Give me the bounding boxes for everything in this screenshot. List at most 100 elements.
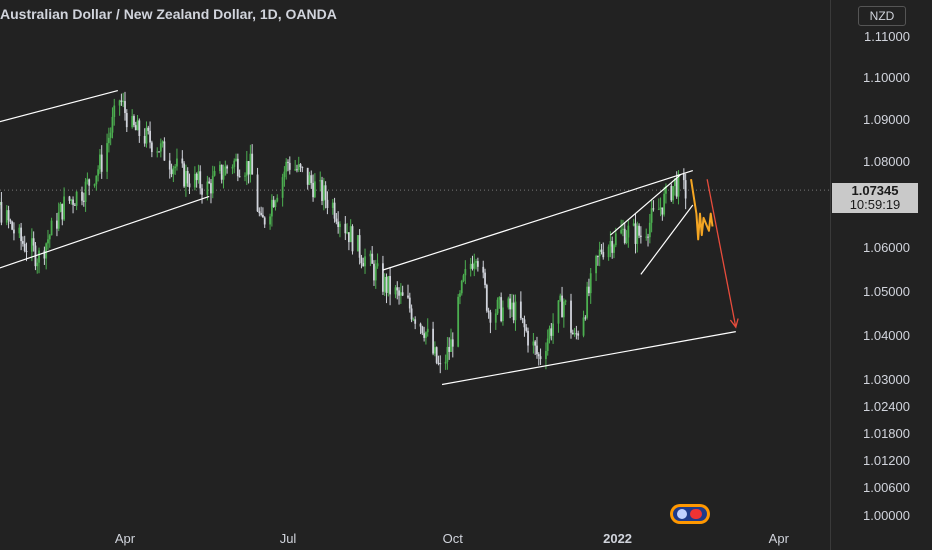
candle-body [269, 216, 271, 225]
time-tick-label: Jul [280, 531, 297, 546]
candle-body [270, 199, 273, 217]
candle-body [432, 328, 434, 354]
candle-body [625, 237, 628, 243]
candle-body [249, 153, 252, 175]
candle-body [496, 299, 499, 314]
candle-body [589, 273, 592, 294]
candle-body [283, 171, 286, 178]
candle-body [38, 250, 40, 263]
candle-body [124, 101, 126, 114]
candle-body [0, 201, 3, 223]
chart-title: Australian Dollar / New Zealand Dollar, … [0, 6, 337, 22]
candle-body [358, 235, 361, 258]
price-tick-label: 1.04000 [863, 328, 910, 343]
currency-button[interactable]: NZD [858, 6, 906, 26]
candle-body [75, 191, 78, 206]
candle-body [88, 179, 91, 186]
candle-body [539, 356, 542, 360]
price-axis[interactable] [830, 0, 932, 550]
candle-body [564, 300, 567, 302]
candle-body [519, 301, 522, 319]
candle-body [394, 287, 397, 295]
candle-body [70, 199, 73, 201]
candle-body [106, 143, 108, 172]
candle-body [72, 199, 74, 205]
candle-body [313, 181, 316, 198]
candle-body [125, 113, 128, 128]
time-tick-label: 2022 [603, 531, 632, 546]
bar-countdown: 10:59:19 [849, 197, 901, 212]
candle-body [602, 251, 605, 258]
candle-body [373, 263, 375, 281]
candle-body [258, 211, 261, 214]
candle-body [36, 262, 39, 267]
candle-body [0, 201, 1, 206]
candle-body [596, 256, 599, 258]
candle-body [43, 250, 46, 259]
candle-body [410, 308, 413, 320]
candle-body [274, 201, 277, 207]
candle-body [45, 243, 48, 259]
candle-body [426, 328, 429, 333]
candle-body [674, 178, 676, 187]
price-tick-label: 1.11000 [864, 29, 910, 44]
candle-body [222, 175, 225, 180]
candle-body [256, 174, 259, 212]
candle-body [489, 312, 492, 323]
candle-body [369, 253, 372, 257]
candle-body [251, 153, 254, 175]
candle-body [571, 332, 574, 335]
candle-body [459, 293, 461, 297]
candle-body [93, 184, 96, 186]
candle-body [557, 300, 560, 324]
price-tick-label: 1.08000 [863, 154, 910, 169]
candle-body [122, 101, 125, 103]
candle-body [663, 193, 666, 215]
candle-body [349, 226, 352, 243]
candle-body [276, 197, 279, 202]
candle-body [247, 161, 250, 175]
candle-body [287, 161, 289, 163]
candle-body [464, 269, 467, 276]
candle-body [588, 286, 590, 294]
candle-body [389, 276, 391, 295]
candle-body [376, 263, 379, 267]
candle-body [50, 220, 53, 236]
candle-body [471, 263, 474, 269]
candle-body [25, 250, 28, 252]
candle-body [285, 161, 288, 172]
last-price-value: 1.07345 [851, 183, 899, 198]
candle-body [407, 295, 409, 298]
candle-body [272, 199, 275, 207]
candle-body [59, 203, 62, 212]
candle-body [620, 229, 623, 234]
candle-body [262, 214, 264, 218]
price-tick-label: 1.09000 [863, 112, 910, 127]
candle-body [476, 261, 479, 267]
candle-body [475, 261, 477, 263]
candle-body [174, 166, 177, 169]
projection-drawings[interactable] [690, 179, 739, 329]
candle-body [150, 142, 153, 153]
candle-body [335, 218, 338, 222]
candle-body [312, 182, 314, 198]
candle-body [61, 203, 64, 220]
candle-body [401, 292, 404, 296]
candle-body [113, 105, 116, 117]
candle-body [550, 328, 553, 336]
candle-body [308, 175, 311, 185]
candle-body [611, 241, 614, 253]
candle-body [665, 185, 667, 194]
events-flag-icon[interactable] [670, 504, 710, 524]
price-tick-label: 1.05000 [863, 284, 910, 299]
trendline-drawings[interactable] [0, 90, 736, 386]
projection-arrow [706, 179, 737, 328]
candle-body [584, 317, 587, 319]
candle-body [138, 120, 141, 136]
price-tick-label: 1.00000 [863, 508, 910, 523]
candle-body [356, 235, 359, 252]
candle-body [208, 181, 211, 184]
trendline [0, 90, 118, 123]
candle-body [570, 300, 572, 333]
